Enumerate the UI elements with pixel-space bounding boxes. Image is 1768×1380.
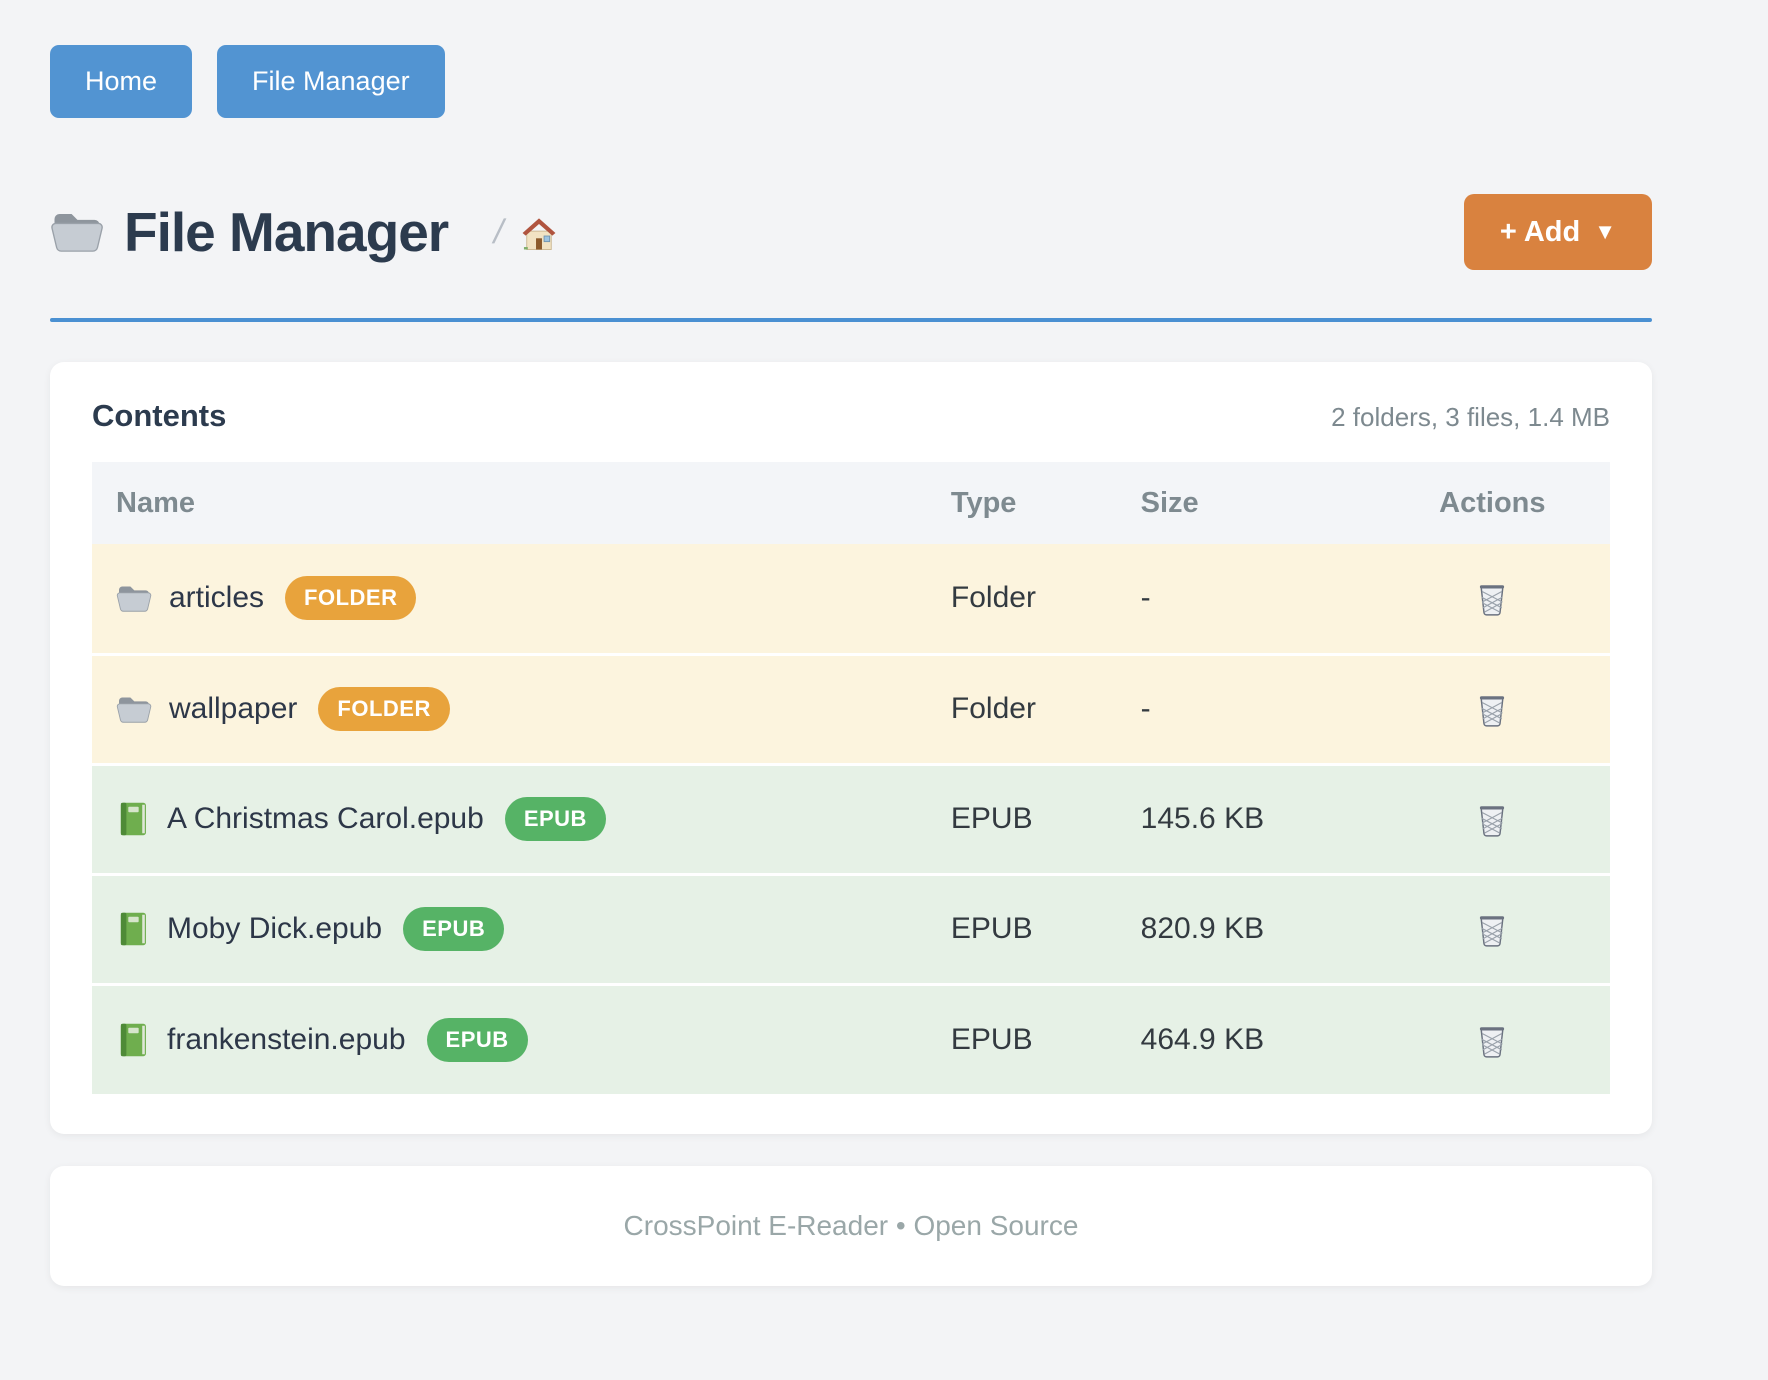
top-nav: Home File Manager — [50, 45, 1652, 118]
add-button-label: + Add — [1499, 215, 1581, 248]
table-row: frankenstein.epub EPUB EPUB 464.9 KB — [92, 984, 1610, 1094]
page-title: File Manager — [124, 201, 449, 263]
file-size: - — [1116, 654, 1375, 766]
delete-button[interactable] — [1471, 687, 1513, 731]
type-badge: EPUB — [504, 797, 606, 841]
file-name[interactable]: Moby Dick.epub — [167, 912, 383, 945]
file-name[interactable]: wallpaper — [169, 692, 298, 725]
page-header: File Manager / + Add ▼ — [50, 194, 1652, 270]
delete-button[interactable] — [1471, 907, 1513, 951]
breadcrumb-separator: / — [490, 212, 508, 251]
file-type: EPUB — [926, 764, 1117, 876]
footer-card: CrossPoint E-Reader • Open Source — [50, 1166, 1652, 1286]
chevron-down-icon: ▼ — [1594, 219, 1616, 244]
file-type: EPUB — [926, 984, 1117, 1094]
page-container: Home File Manager File Manager / + Add ▼… — [50, 0, 1652, 1286]
book-icon — [120, 802, 146, 836]
column-header-name: Name — [92, 462, 927, 544]
folder-icon — [116, 585, 152, 612]
file-size: 464.9 KB — [1116, 984, 1375, 1094]
file-name[interactable]: A Christmas Carol.epub — [167, 802, 484, 835]
folder-icon — [51, 213, 103, 252]
header-divider — [50, 318, 1652, 322]
column-header-size: Size — [1116, 462, 1375, 544]
trash-icon — [1479, 695, 1506, 727]
breadcrumb: / — [490, 211, 560, 253]
column-header-type: Type — [926, 462, 1117, 544]
house-icon[interactable] — [518, 211, 560, 253]
trash-icon — [1479, 1026, 1506, 1058]
file-type: EPUB — [926, 874, 1117, 986]
files-table-body: articles FOLDER Folder - wallpaper FOLDE… — [92, 544, 1610, 1094]
book-icon — [120, 1023, 146, 1056]
book-icon — [120, 912, 146, 946]
title-wrap: File Manager / — [50, 200, 560, 264]
nav-button-file-manager[interactable]: File Manager — [217, 45, 445, 118]
file-size: 820.9 KB — [1116, 874, 1375, 986]
trash-icon — [1479, 915, 1506, 947]
file-name[interactable]: frankenstein.epub — [167, 1022, 406, 1056]
type-badge: EPUB — [426, 1017, 528, 1062]
add-button[interactable]: + Add ▼ — [1463, 194, 1652, 270]
type-badge: EPUB — [403, 907, 505, 951]
type-badge: FOLDER — [318, 687, 450, 731]
delete-button[interactable] — [1471, 576, 1513, 620]
delete-button[interactable] — [1471, 797, 1513, 841]
contents-card: Contents 2 folders, 3 files, 1.4 MB Name… — [50, 362, 1652, 1134]
file-type: Folder — [926, 654, 1117, 766]
file-size: 145.6 KB — [1116, 764, 1375, 876]
file-size: - — [1116, 544, 1375, 656]
file-type: Folder — [926, 544, 1117, 656]
trash-icon — [1479, 584, 1506, 617]
delete-button[interactable] — [1471, 1018, 1513, 1062]
table-row: Moby Dick.epub EPUB EPUB 820.9 KB — [92, 874, 1610, 986]
table-row: A Christmas Carol.epub EPUB EPUB 145.6 K… — [92, 764, 1610, 876]
nav-button-home[interactable]: Home — [50, 45, 193, 118]
column-header-actions: Actions — [1374, 462, 1610, 544]
table-row: articles FOLDER Folder - — [92, 544, 1610, 656]
folder-icon — [116, 696, 152, 723]
contents-summary: 2 folders, 3 files, 1.4 MB — [1331, 402, 1610, 432]
trash-icon — [1479, 805, 1506, 837]
files-table: Name Type Size Actions articles FOLDER F… — [92, 462, 1610, 1094]
file-name[interactable]: articles — [169, 581, 265, 615]
footer-text: CrossPoint E-Reader • Open Source — [623, 1210, 1079, 1241]
contents-heading: Contents — [92, 398, 227, 433]
table-row: wallpaper FOLDER Folder - — [92, 654, 1610, 766]
contents-card-header: Contents 2 folders, 3 files, 1.4 MB — [92, 398, 1610, 434]
files-table-head: Name Type Size Actions — [92, 462, 1610, 544]
type-badge: FOLDER — [285, 576, 417, 621]
